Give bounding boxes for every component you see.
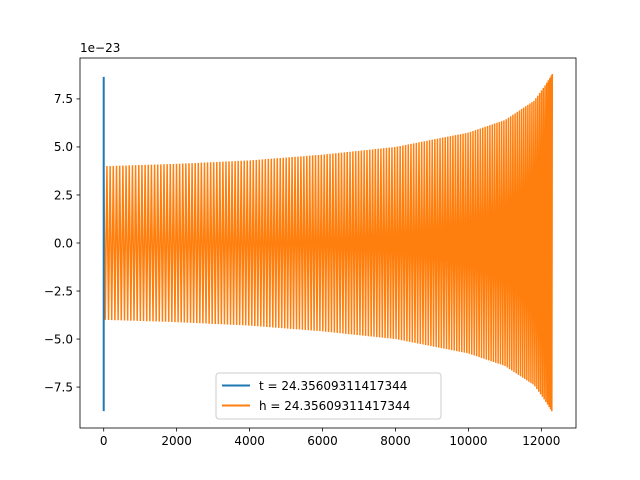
legend-box [215,372,442,420]
y-offset-label: 1e−23 [80,41,120,55]
x-tick-label: 0 [100,434,108,448]
x-tick-label: 2000 [161,434,192,448]
x-tick-label: 6000 [307,434,338,448]
plot-area [102,73,554,412]
y-tick-label: 7.5 [54,92,73,106]
x-axis: 0 2000 4000 6000 8000 10000 12000 [100,428,560,448]
legend: t = 24.35609311417344 h = 24.356093114173… [215,372,442,420]
y-tick-label: −5.0 [44,332,73,346]
y-tick-label: 0.0 [54,236,73,250]
x-tick-label: 4000 [234,434,265,448]
y-tick-label: 5.0 [54,140,73,154]
x-tick-label: 12000 [522,434,560,448]
series-h-line [102,73,554,412]
y-tick-label: −7.5 [44,380,73,394]
y-tick-label: −2.5 [44,284,73,298]
x-tick-label: 10000 [449,434,487,448]
legend-label: h = 24.35609311417344 [259,399,410,413]
legend-label: t = 24.35609311417344 [259,379,407,393]
y-axis: −7.5 −5.0 −2.5 0.0 2.5 5.0 7.5 [44,92,80,394]
y-tick-label: 2.5 [54,188,73,202]
x-tick-label: 8000 [380,434,411,448]
